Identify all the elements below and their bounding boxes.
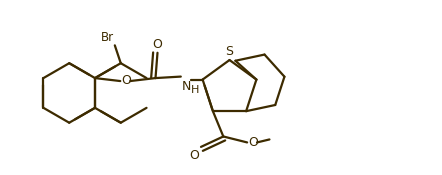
Text: O: O [152, 38, 162, 51]
Text: Br: Br [101, 31, 114, 44]
Text: O: O [121, 74, 131, 87]
Text: O: O [248, 136, 258, 149]
Text: N: N [182, 80, 191, 93]
Text: S: S [225, 45, 233, 58]
Text: O: O [189, 149, 199, 162]
Text: H: H [191, 85, 199, 94]
